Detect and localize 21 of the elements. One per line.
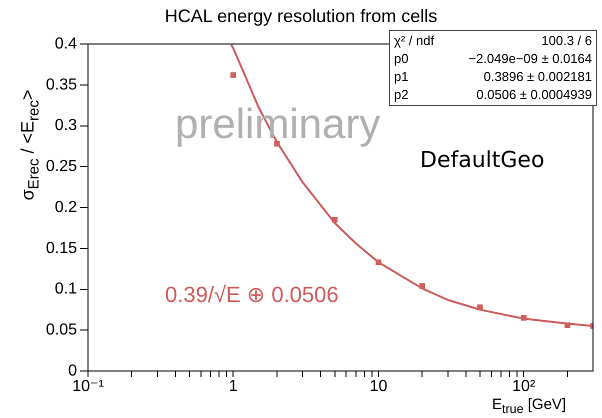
y-tick-label: 0.3 xyxy=(54,117,78,134)
y-tick-label: 0.05 xyxy=(46,322,78,339)
y-tick-label: 0.4 xyxy=(54,35,78,52)
annotation: 0.39/√E ⊕ 0.0506 xyxy=(165,282,339,308)
text: χ² / ndf 100.3 / 6 xyxy=(394,33,592,48)
text: p0 −2.049e−09 ± 0.0164 xyxy=(394,51,592,66)
y-tick-label: 0 xyxy=(68,362,78,380)
x-tick-label: 10² xyxy=(512,378,536,396)
y-tick-label: 0.15 xyxy=(46,240,78,257)
y-tick-label: 0.1 xyxy=(54,280,78,298)
x-tick-label: 10⁻¹ xyxy=(72,378,104,396)
y-tick-label: 0.2 xyxy=(54,198,78,216)
y-tick-label: 0.25 xyxy=(46,158,78,176)
y-tick-label: 0.35 xyxy=(46,76,78,94)
text: p2 0.0506 ± 0.0004939 xyxy=(394,87,592,102)
text: p1 0.3896 ± 0.002181 xyxy=(394,69,592,84)
x-tick-label: 10 xyxy=(370,378,388,396)
annotation: DefaultGeo xyxy=(420,148,544,173)
chart-title: HCAL energy resolution from cells xyxy=(164,6,438,27)
x-axis-title: E$_{true}$ [GeV] xyxy=(492,396,566,416)
x-tick-label: 1 xyxy=(228,378,238,396)
